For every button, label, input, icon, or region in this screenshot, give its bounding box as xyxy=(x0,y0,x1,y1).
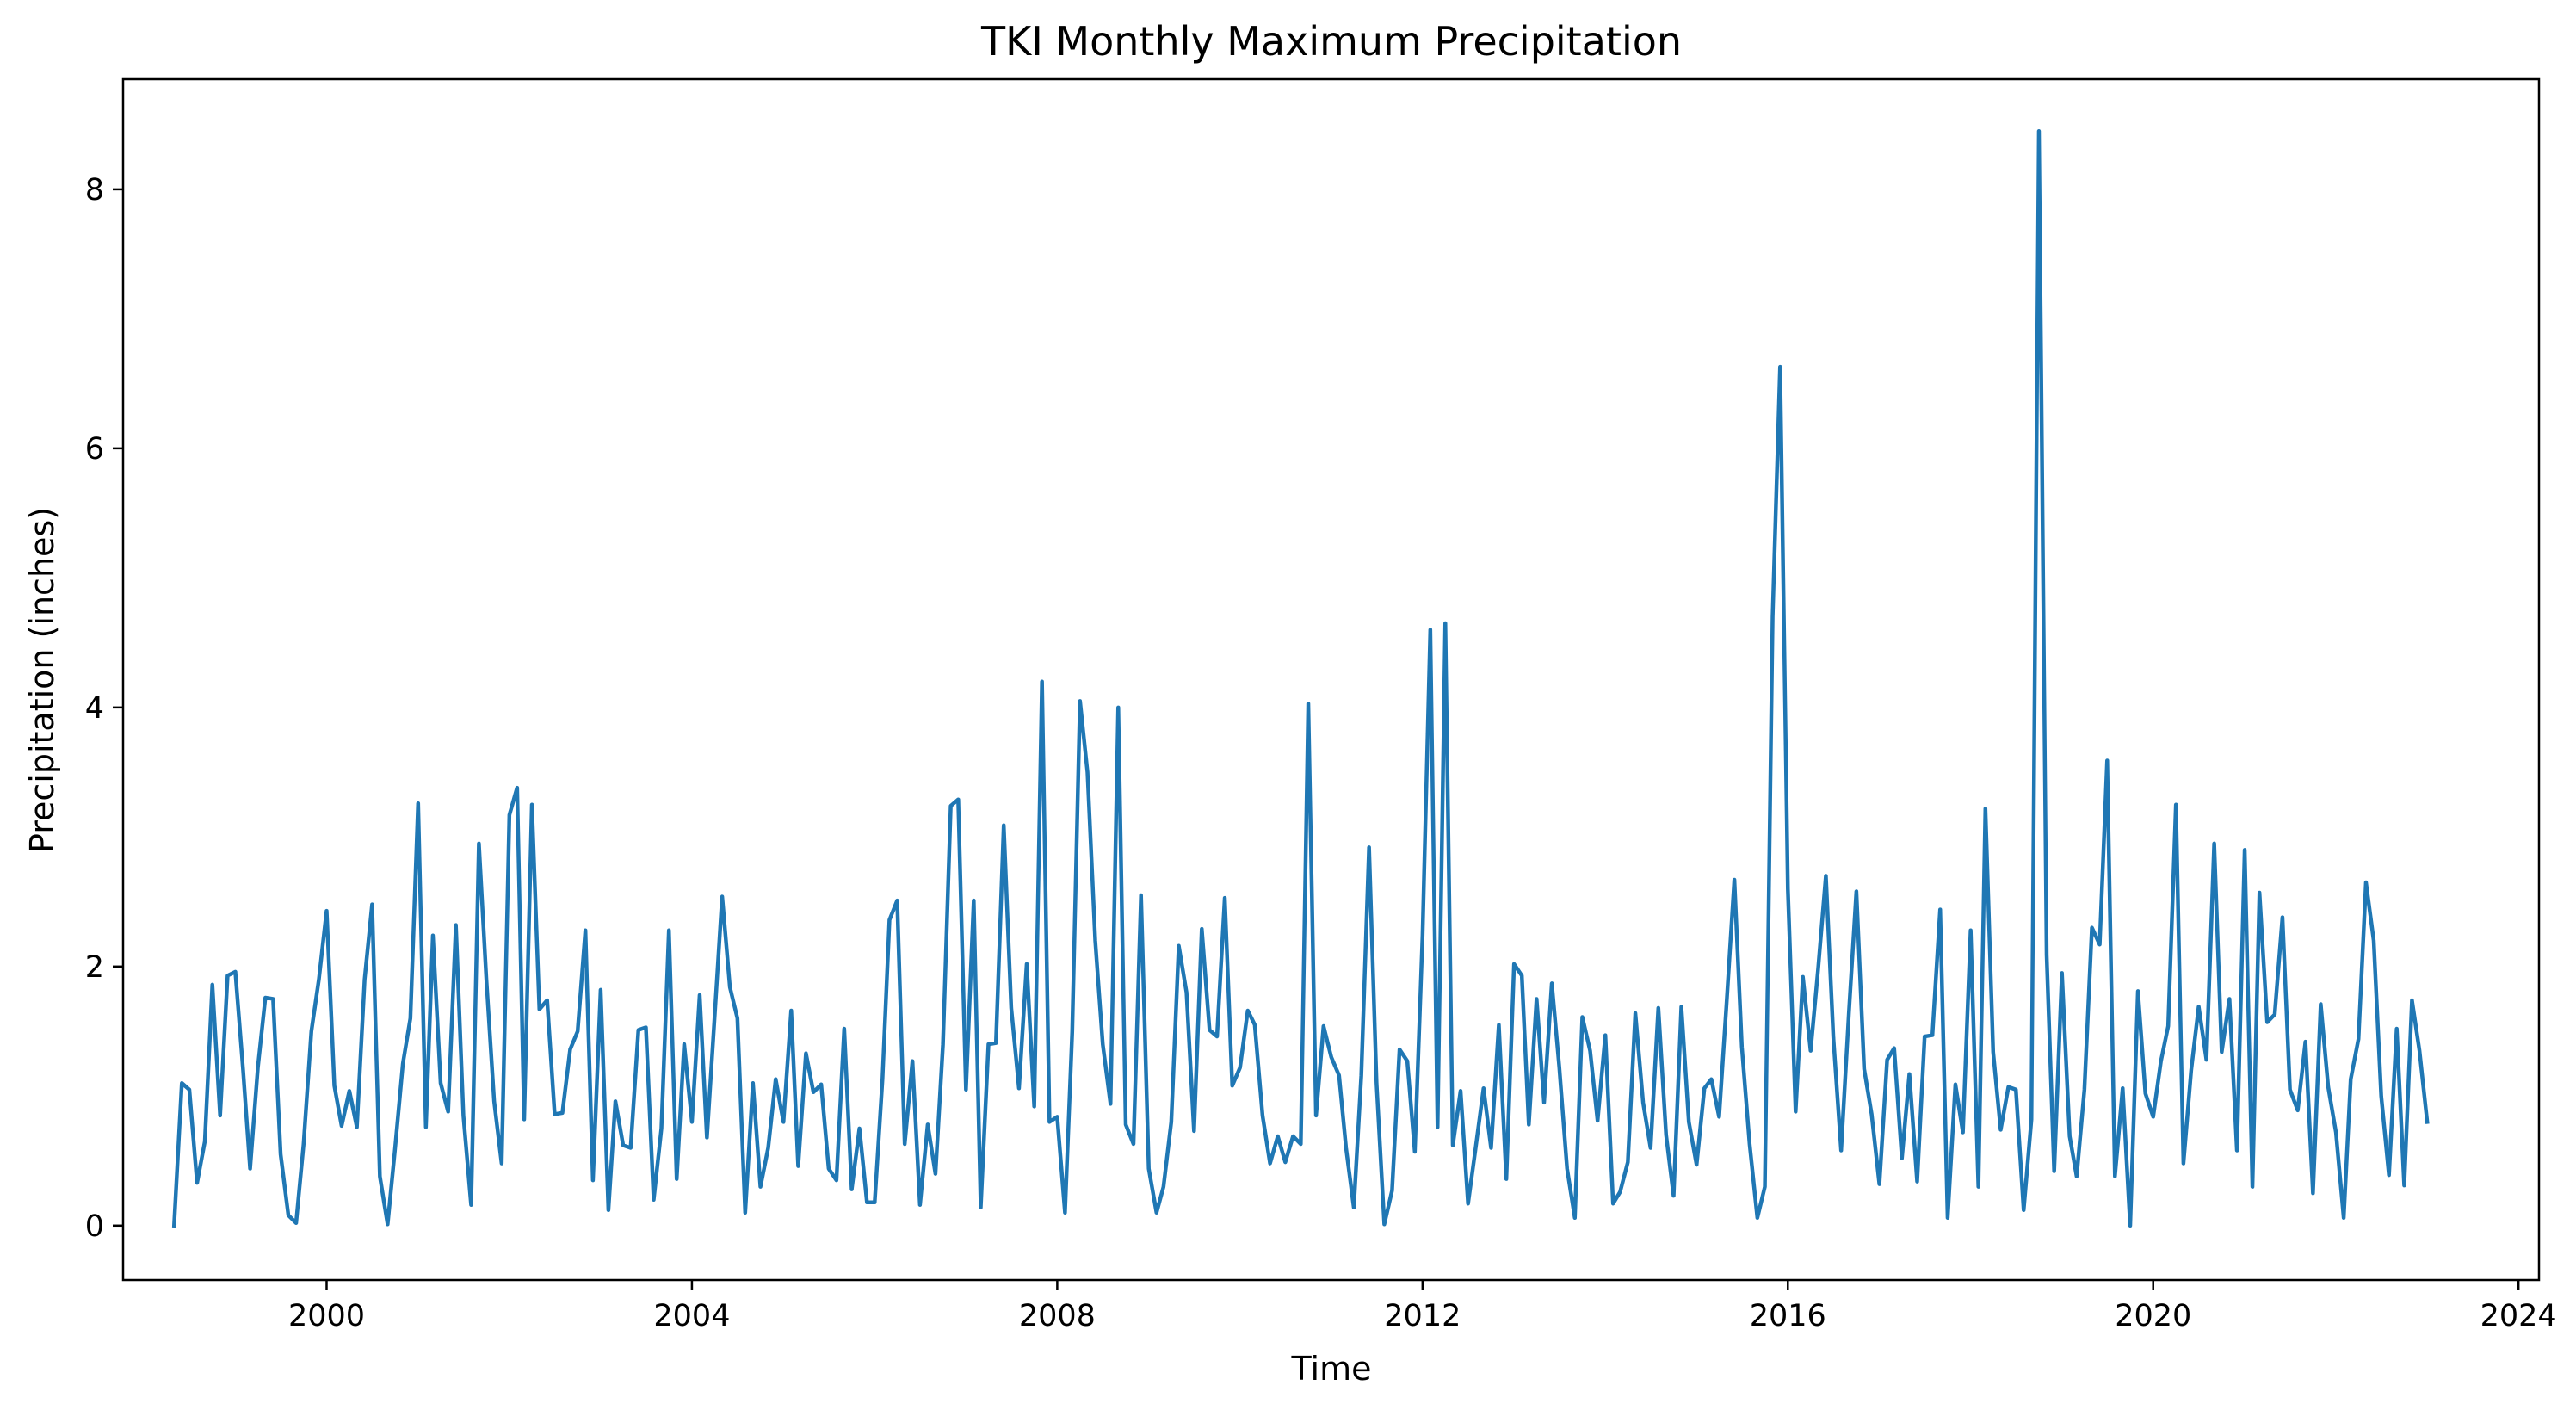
x-tick-label-4: 2016 xyxy=(1750,1299,1826,1333)
plot-frame xyxy=(121,77,2541,1282)
y-tick-label-3: 6 xyxy=(85,432,104,467)
series-line-0 xyxy=(171,128,2430,1228)
plot-area: 2000 2004 2008 2012 2016 2020 2024 0 2 4 6 8 xyxy=(85,77,2557,1333)
x-tick-label-2: 2008 xyxy=(1019,1299,1096,1333)
chart-title: TKI Monthly Maximum Precipitation xyxy=(980,18,1682,65)
y-axis-label: Precipitation (inches) xyxy=(23,507,61,853)
y-tick-label-2: 4 xyxy=(85,691,104,726)
y-tick-label-1: 2 xyxy=(85,950,104,985)
x-tick-label-5: 2020 xyxy=(2115,1299,2191,1333)
x-axis-label: Time xyxy=(1291,1350,1372,1388)
x-tick-label-3: 2012 xyxy=(1384,1299,1461,1333)
y-tick-label-4: 8 xyxy=(85,173,104,207)
x-tick-label-0: 2000 xyxy=(288,1299,365,1333)
y-tick-label-0: 0 xyxy=(85,1209,104,1244)
x-tick-label-6: 2024 xyxy=(2480,1299,2557,1333)
x-tick-label-1: 2004 xyxy=(653,1299,730,1333)
